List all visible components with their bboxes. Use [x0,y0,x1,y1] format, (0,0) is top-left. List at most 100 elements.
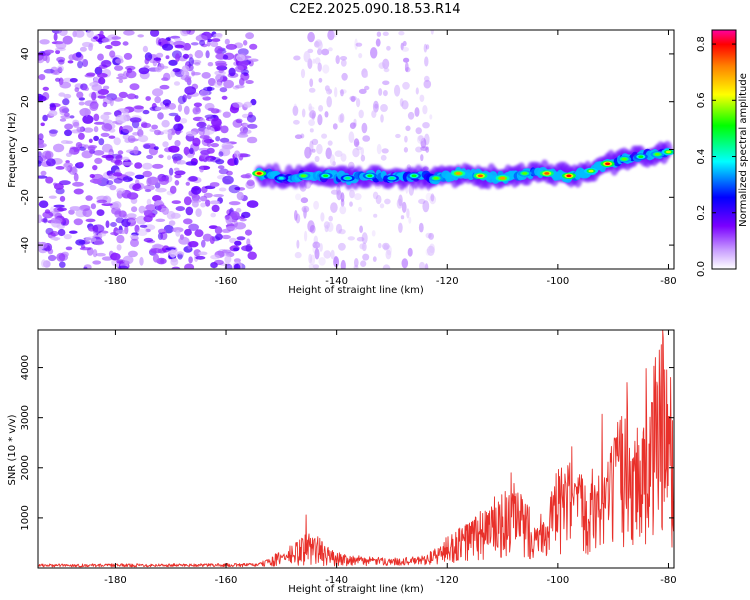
noise-blob [97,232,106,237]
noise-blob [376,31,382,37]
noise-blob [330,202,338,214]
noise-blob [174,140,181,147]
y-tick-label: 40 [20,48,31,61]
noise-blob [211,117,222,127]
noise-blob [53,183,64,190]
noise-blob [215,233,223,240]
noise-blob [401,46,410,52]
noise-blob [398,194,403,207]
noise-blob [233,150,241,158]
spectrogram-x-axis-label: Height of straight line (km) [288,285,424,296]
noise-blob [98,138,105,146]
noise-blob [82,59,89,67]
signal-hotspot [367,174,373,178]
noise-blob [221,95,228,100]
noise-blob [207,38,213,43]
noise-blob [246,200,259,208]
noise-blob [180,118,188,124]
noise-blob [341,72,348,81]
noise-blob [371,110,377,118]
noise-blob [69,230,78,234]
noise-blob [188,175,198,182]
noise-blob [326,88,332,95]
noise-blob [184,228,192,236]
noise-blob [196,121,207,128]
noise-blob [85,236,97,243]
noise-blob [308,263,314,269]
noise-blob [200,202,207,208]
noise-blob [114,159,123,166]
noise-blob [121,161,134,166]
x-tick-label: -100 [547,575,570,586]
noise-blob [88,138,93,143]
noise-blob [50,237,61,241]
noise-blob [132,105,144,113]
noise-blob [138,135,149,143]
noise-blob [398,222,403,233]
noise-blob [419,94,425,103]
noise-blob [153,57,162,61]
noise-blob [245,244,253,253]
noise-blob [45,55,50,64]
noise-blob [311,148,316,153]
noise-blob [189,147,194,154]
noise-blob [81,150,93,159]
signal-hotspot [522,172,528,175]
noise-blob [192,137,201,147]
noise-blob [191,72,201,76]
noise-blob [63,93,72,99]
noise-blob [216,65,228,71]
noise-blob [429,195,437,205]
noise-blob [318,257,326,266]
noise-blob [232,101,244,108]
noise-blob [68,54,75,61]
noise-blob [112,172,123,177]
noise-blob [311,138,319,146]
noise-blob [177,95,186,105]
noise-blob [76,91,84,99]
noise-blob [234,240,242,246]
noise-blob [237,153,249,158]
noise-blob [381,148,389,154]
noise-blob [69,206,81,211]
noise-blob [127,219,136,223]
noise-blob [313,235,318,245]
noise-blob [403,57,410,63]
noise-blob [308,106,315,111]
noise-blob [405,125,411,132]
noise-blob [308,87,316,93]
noise-blob [75,142,83,149]
noise-blob [42,86,49,91]
noise-blob [109,184,117,191]
noise-blob [110,40,121,47]
noise-blob [354,38,358,50]
noise-blob [293,119,300,125]
noise-blob [349,189,355,199]
noise-blob [158,177,169,185]
colorbar-tick-label: 0.0 [696,261,707,277]
noise-blob [129,83,140,91]
noise-blob [82,114,94,124]
noise-blob [65,246,73,251]
noise-blob [208,78,216,86]
noise-blob [127,135,136,144]
noise-blob [160,231,168,241]
noise-blob [339,113,345,123]
noise-blob [50,230,59,237]
noise-blob [162,141,169,148]
noise-blob [126,192,139,200]
noise-blob [194,62,201,66]
noise-blob [243,40,248,46]
noise-blob [124,171,135,177]
noise-blob [69,78,78,83]
noise-blob [314,248,320,260]
noise-blob [222,175,234,185]
noise-blob [422,105,428,115]
noise-blob [224,263,233,269]
noise-blob [159,84,170,90]
noise-blob [309,78,314,87]
noise-blob [382,80,390,86]
noise-blob [301,108,306,118]
noise-blob [123,30,135,36]
noise-blob [317,48,323,56]
